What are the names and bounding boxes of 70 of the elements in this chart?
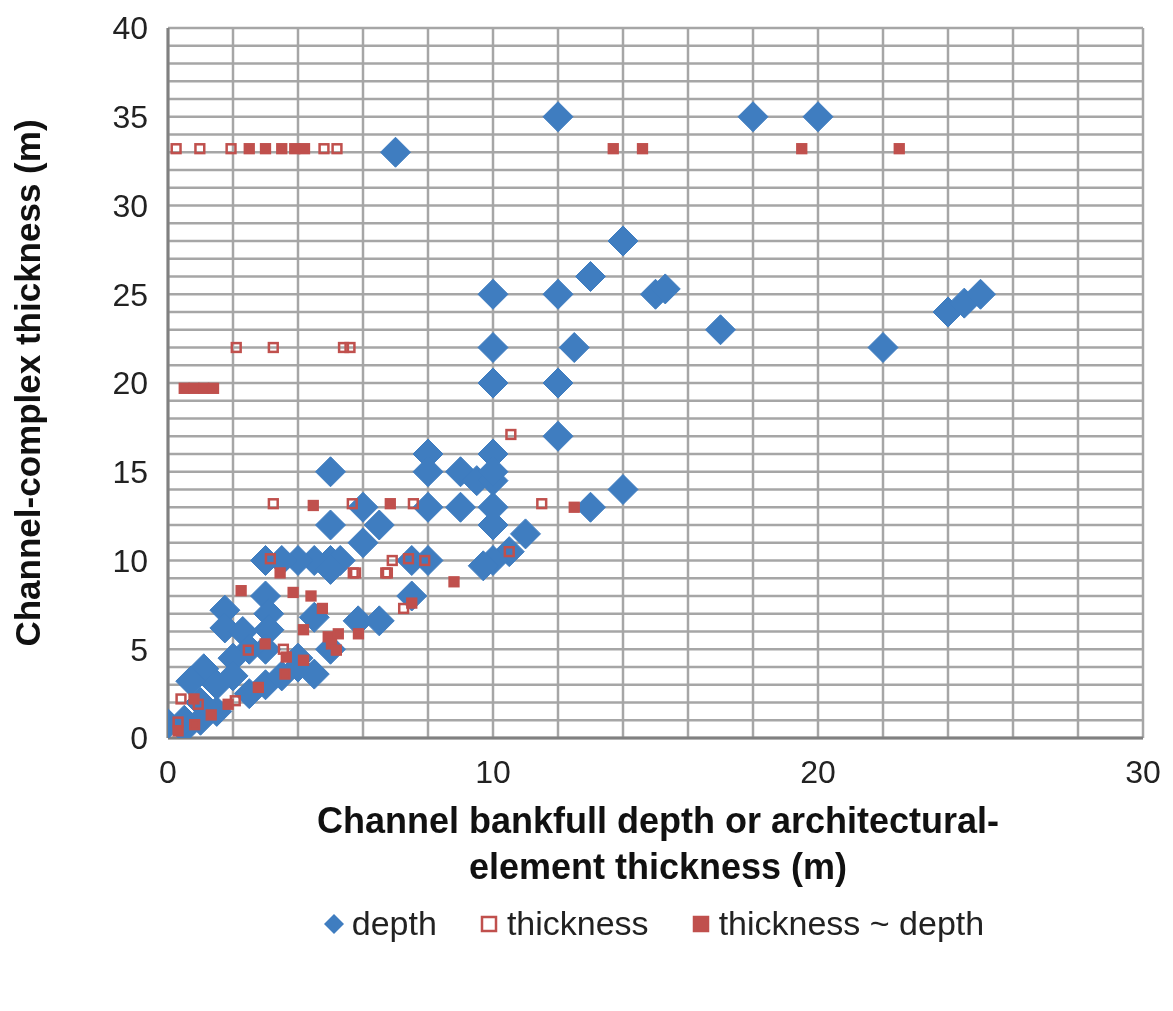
point [235, 585, 247, 597]
point [448, 576, 460, 588]
point [407, 498, 420, 510]
point [331, 143, 343, 155]
point [344, 341, 356, 354]
point [406, 597, 418, 609]
x-tick-label: 20 [800, 753, 836, 790]
point [259, 143, 272, 155]
point [307, 499, 319, 512]
point [259, 638, 271, 650]
point [222, 698, 234, 710]
point [337, 341, 350, 354]
point [225, 143, 237, 155]
point [289, 143, 301, 155]
point [607, 143, 619, 155]
point [189, 719, 201, 731]
point [346, 498, 358, 510]
point [316, 602, 329, 615]
point [397, 602, 410, 615]
point [205, 709, 217, 721]
point [280, 651, 292, 663]
point [636, 143, 649, 155]
point [267, 341, 279, 354]
y-tick-label: 10 [112, 542, 148, 579]
x-tick-label: 10 [475, 753, 511, 790]
point [274, 567, 286, 579]
point [172, 725, 184, 737]
y-tick-label: 40 [112, 10, 148, 47]
point [386, 554, 398, 567]
point [264, 553, 277, 565]
point [175, 693, 187, 705]
point [796, 143, 808, 155]
point [267, 498, 279, 510]
x-axis-title: Channel bankfull depth or architectural-element thickness (m) [315, 799, 1001, 889]
point [276, 143, 288, 155]
y-tick-label: 15 [112, 454, 148, 491]
point [230, 341, 242, 354]
point [505, 428, 517, 441]
point [568, 501, 580, 513]
point [297, 654, 310, 666]
point [207, 382, 220, 394]
y-tick-label: 5 [130, 631, 148, 668]
legend-label: depth [351, 904, 437, 943]
point [318, 143, 330, 155]
x-tick-label: 0 [159, 753, 177, 790]
point [332, 628, 344, 640]
point [893, 143, 905, 155]
point [243, 143, 255, 155]
point [352, 628, 365, 640]
point [536, 498, 548, 510]
y-tick-label: 20 [112, 365, 148, 402]
point [287, 586, 299, 599]
point [305, 590, 317, 602]
y-tick-label: 0 [130, 720, 148, 757]
y-tick-label: 30 [112, 187, 148, 224]
x-tick-label: 30 [1125, 753, 1161, 790]
legend-label: thickness ~ depth [718, 904, 985, 943]
point [229, 695, 241, 707]
point [277, 643, 290, 655]
y-axis-title: Channel-complex thickness (m) [8, 119, 48, 647]
point [170, 143, 182, 155]
legend-label: thickness [506, 904, 649, 943]
y-tick-label: 25 [112, 276, 148, 313]
point [194, 143, 206, 155]
point [297, 624, 310, 636]
point [172, 716, 184, 728]
point [252, 681, 264, 694]
point [384, 498, 396, 510]
point [298, 143, 311, 155]
y-tick-label: 35 [112, 99, 148, 136]
